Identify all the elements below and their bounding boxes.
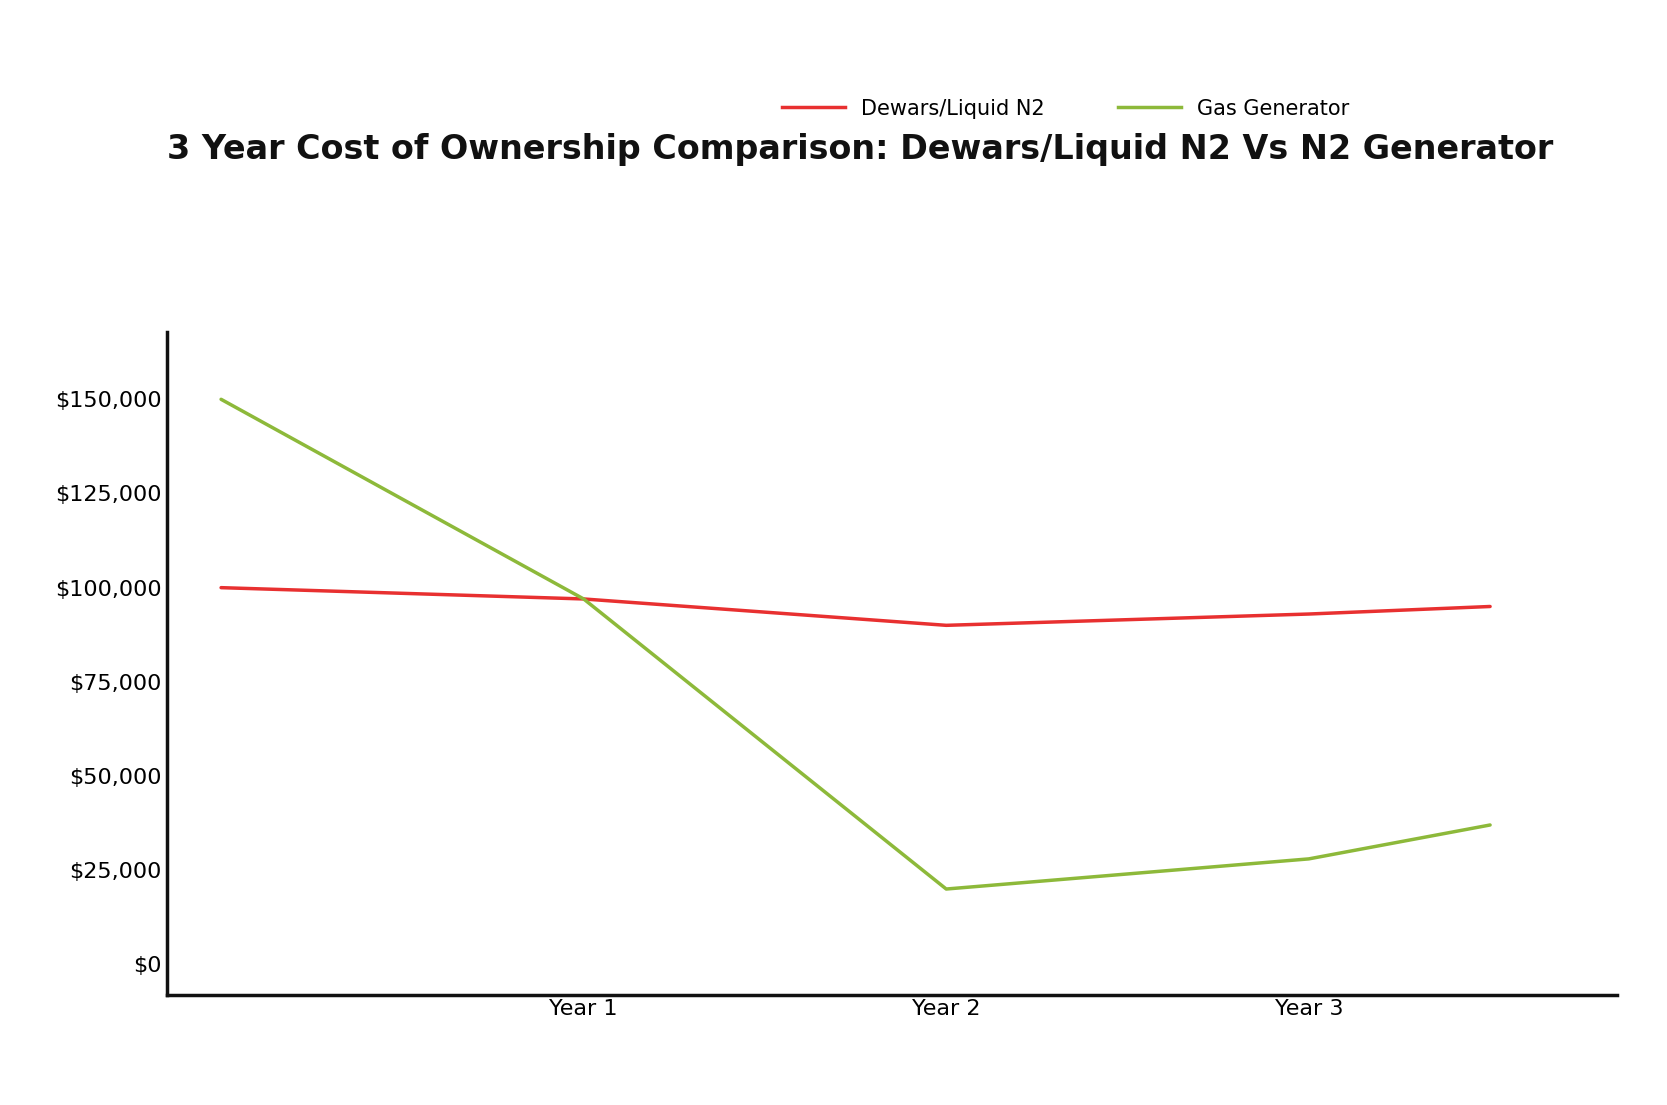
Text: 3 Year Cost of Ownership Comparison: Dewars/Liquid N2 Vs N2 Generator: 3 Year Cost of Ownership Comparison: Dew… xyxy=(167,133,1554,166)
Legend: Dewars/Liquid N2, Gas Generator: Dewars/Liquid N2, Gas Generator xyxy=(773,90,1359,127)
